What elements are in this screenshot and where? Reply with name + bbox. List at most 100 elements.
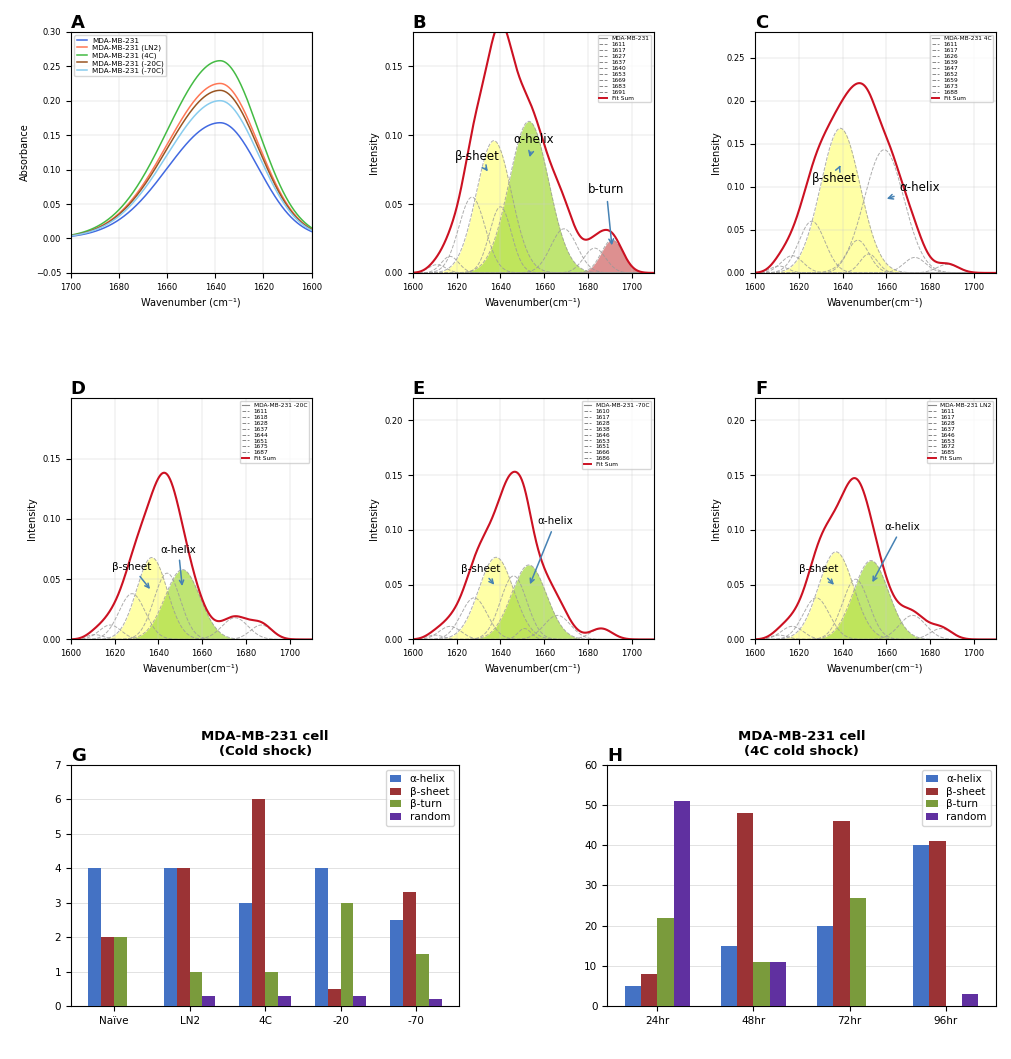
Legend: α-helix, β-sheet, β-turn, random: α-helix, β-sheet, β-turn, random [385,770,454,826]
Bar [417,954,429,1006]
Text: α-helix: α-helix [530,517,573,582]
MDA-MB-231 (LN2) [102,216,114,229]
MDA-MB-231 (LN2) [214,77,226,90]
MDA-MB-231 [135,194,148,207]
MDA-MB-231 (-20C) [135,183,148,196]
Legend: α-helix, β-sheet, β-turn, random: α-helix, β-sheet, β-turn, random [922,770,991,826]
Text: α-helix: α-helix [889,181,940,199]
MDA-MB-231 (-70C) [214,94,226,107]
MDA-MB-231 (4C) [74,227,86,239]
MDA-MB-231 (-70C) [310,226,323,238]
Line: MDA-MB-231 (LN2): MDA-MB-231 (LN2) [41,84,316,238]
Text: F: F [755,380,767,398]
Bar [253,800,265,1006]
Bar [190,971,202,1006]
Text: H: H [608,747,622,765]
MDA-MB-231 (-20C) [102,216,114,229]
Bar [769,962,787,1006]
MDA-MB-231 (LN2) [35,232,48,245]
Bar [625,986,641,1006]
Text: β-sheet: β-sheet [112,561,152,588]
Bar [753,962,769,1006]
Legend: MDA-MB-231 -70C, 1610, 1617, 1628, 1638, 1646, 1653, 1651, 1666, 1686, Fit Sum: MDA-MB-231 -70C, 1610, 1617, 1628, 1638,… [582,401,651,469]
X-axis label: Wavenumber(cm⁻¹): Wavenumber(cm⁻¹) [485,664,581,674]
MDA-MB-231 [144,184,156,197]
MDA-MB-231 (4C) [310,225,323,237]
Bar [817,926,833,1006]
MDA-MB-231 [214,116,226,129]
X-axis label: Wavenumber(cm⁻¹): Wavenumber(cm⁻¹) [143,664,240,674]
Bar [101,937,114,1006]
MDA-MB-231 (LN2) [135,181,148,194]
Bar [657,918,673,1006]
MDA-MB-231 (-70C) [35,232,48,245]
Line: MDA-MB-231 (4C): MDA-MB-231 (4C) [41,60,316,238]
Y-axis label: Intensity: Intensity [369,131,379,174]
Text: β-sheet: β-sheet [461,563,500,584]
MDA-MB-231 (4C) [35,232,48,245]
MDA-MB-231 (4C) [135,174,148,186]
Bar [278,995,291,1006]
Bar [265,971,278,1006]
Text: E: E [412,380,425,398]
Bar [328,989,341,1006]
MDA-MB-231 (4C) [293,211,305,223]
Line: MDA-MB-231 (-70C): MDA-MB-231 (-70C) [41,101,316,238]
MDA-MB-231 (-70C) [74,228,86,240]
Bar [929,841,945,1006]
Text: α-helix: α-helix [874,522,920,580]
MDA-MB-231 (-70C) [135,186,148,199]
Bar [390,920,403,1006]
Bar [721,946,737,1006]
MDA-MB-231 (LN2) [293,214,305,227]
Text: B: B [412,14,427,32]
MDA-MB-231 (-70C) [144,176,156,189]
MDA-MB-231 (4C) [151,145,163,158]
X-axis label: Wavenumber (cm⁻¹): Wavenumber (cm⁻¹) [142,298,241,307]
Text: β-sheet: β-sheet [455,150,499,170]
Text: MDA-MB-231 cell
(Cold shock): MDA-MB-231 cell (Cold shock) [201,730,329,757]
X-axis label: Wavenumber(cm⁻¹): Wavenumber(cm⁻¹) [827,298,924,307]
MDA-MB-231 [102,220,114,233]
Text: D: D [71,380,86,398]
Text: β-sheet: β-sheet [799,563,838,584]
Legend: MDA-MB-231 4C, 1611, 1617, 1626, 1639, 1647, 1652, 1659, 1673, 1688, Fit Sum: MDA-MB-231 4C, 1611, 1617, 1626, 1639, 1… [930,35,993,103]
MDA-MB-231 (4C) [102,213,114,226]
MDA-MB-231 [151,176,163,189]
MDA-MB-231 (-70C) [151,165,163,178]
Bar [849,898,865,1006]
MDA-MB-231 (-20C) [151,160,163,173]
MDA-MB-231 (-20C) [214,84,226,96]
MDA-MB-231 (-70C) [293,216,305,229]
Line: MDA-MB-231: MDA-MB-231 [41,123,316,238]
Bar [114,937,127,1006]
Bar [354,995,366,1006]
Bar [240,902,253,1006]
Y-axis label: Intensity: Intensity [712,131,721,174]
Legend: MDA-MB-231, MDA-MB-231 (LN2), MDA-MB-231 (4C), MDA-MB-231 (-20C), MDA-MB-231 (-7: MDA-MB-231, MDA-MB-231 (LN2), MDA-MB-231… [75,35,167,76]
MDA-MB-231 (LN2) [144,168,156,181]
MDA-MB-231 [293,218,305,231]
MDA-MB-231 (-70C) [102,217,114,230]
MDA-MB-231 (-20C) [293,215,305,228]
MDA-MB-231 (LN2) [74,228,86,240]
X-axis label: Wavenumber(cm⁻¹): Wavenumber(cm⁻¹) [827,664,924,674]
MDA-MB-231 (-20C) [74,228,86,240]
MDA-MB-231 (LN2) [151,157,163,169]
Bar [341,902,354,1006]
MDA-MB-231 (LN2) [310,226,323,238]
Text: β-sheet: β-sheet [812,166,856,185]
MDA-MB-231 (4C) [214,54,226,67]
Legend: MDA-MB-231 -20C, 1611, 1618, 1628, 1637, 1644, 1651, 1675, 1687, Fit Sum: MDA-MB-231 -20C, 1611, 1618, 1628, 1637,… [240,401,308,463]
Bar [403,893,417,1006]
Bar [202,995,215,1006]
Line: MDA-MB-231 (-20C): MDA-MB-231 (-20C) [41,90,316,238]
Text: b-turn: b-turn [588,183,625,244]
MDA-MB-231 [310,227,323,239]
MDA-MB-231 (-20C) [144,172,156,184]
Bar [164,868,177,1006]
MDA-MB-231 (4C) [144,159,156,172]
Bar [833,821,849,1006]
Bar [913,845,929,1006]
MDA-MB-231 (-20C) [35,232,48,245]
